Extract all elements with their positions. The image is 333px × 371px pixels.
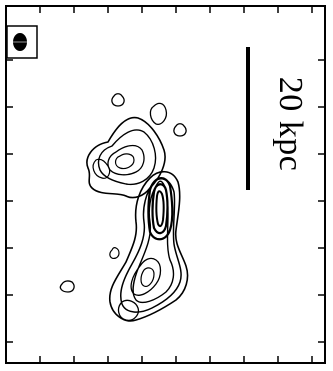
contour-body-2 bbox=[120, 178, 182, 313]
scale-bar-label: 20 kpc bbox=[272, 76, 309, 172]
contour-patch-right bbox=[173, 123, 187, 137]
beam-box bbox=[6, 25, 38, 59]
axis-ticks bbox=[6, 6, 325, 363]
contour-lower-tail bbox=[117, 299, 140, 321]
contour-upper-lobe-4 bbox=[114, 153, 135, 170]
contour-patch-top-left bbox=[111, 93, 125, 107]
contour-group bbox=[59, 93, 189, 322]
beam-inset bbox=[6, 25, 38, 59]
contour-upper-lobe-3 bbox=[107, 144, 145, 176]
contour-lower-inner-2 bbox=[140, 267, 155, 287]
contour-upper-lobe-5 bbox=[92, 158, 111, 179]
contour-body-outer bbox=[108, 170, 189, 322]
scale-bar-label-box: 20 kpc bbox=[268, 64, 312, 184]
map-frame bbox=[5, 5, 326, 364]
contour-core-3 bbox=[155, 190, 165, 228]
contour-core-1 bbox=[147, 177, 174, 241]
contour-patch-lower bbox=[109, 247, 120, 259]
contour-patch-top-center bbox=[149, 102, 168, 125]
contour-upper-lobe-2 bbox=[97, 129, 157, 186]
contour-core-2 bbox=[151, 183, 169, 235]
contour-lower-inner-1 bbox=[130, 257, 162, 296]
contour-patch-left bbox=[59, 280, 75, 293]
